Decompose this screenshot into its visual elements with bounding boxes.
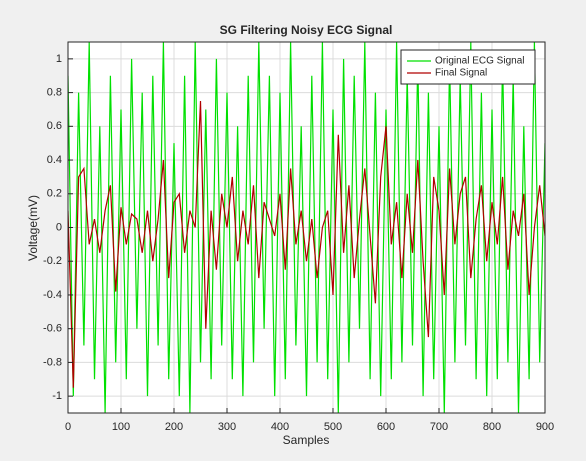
y-tick-label: -0.4 (43, 289, 62, 301)
series-line (68, 100, 545, 388)
x-axis-label: Samples (283, 433, 330, 447)
y-tick-label: 0.4 (47, 154, 62, 166)
y-tick-label: 0.8 (47, 86, 62, 98)
legend-label: Original ECG Signal (435, 56, 524, 67)
y-tick-label: 1 (56, 53, 62, 65)
x-tick-label: 0 (65, 421, 71, 433)
y-tick-label: -0.8 (43, 356, 62, 368)
x-tick-label: 400 (271, 421, 289, 433)
series-line (68, 42, 545, 413)
y-tick-label: 0.2 (47, 188, 62, 200)
x-tick-label: 600 (377, 421, 395, 433)
legend-box (400, 49, 536, 85)
y-tick-label: 0.6 (47, 120, 62, 132)
y-tick-label: 0 (56, 221, 62, 233)
x-tick-label: 500 (324, 421, 342, 433)
chart-title: SG Filtering Noisy ECG Signal (220, 23, 393, 37)
x-tick-label: 900 (536, 421, 554, 433)
y-tick-label: -0.2 (43, 255, 62, 267)
x-tick-label: 300 (218, 421, 236, 433)
legend-label: Final Signal (435, 68, 487, 79)
y-tick-label: -0.6 (43, 323, 62, 335)
y-axis-label: Voltage(mV) (26, 195, 40, 261)
x-tick-label: 100 (112, 421, 130, 433)
x-tick-label: 800 (483, 421, 501, 433)
y-tick-label: -1 (52, 390, 62, 402)
x-tick-label: 200 (165, 421, 183, 433)
x-tick-label: 700 (430, 421, 448, 433)
